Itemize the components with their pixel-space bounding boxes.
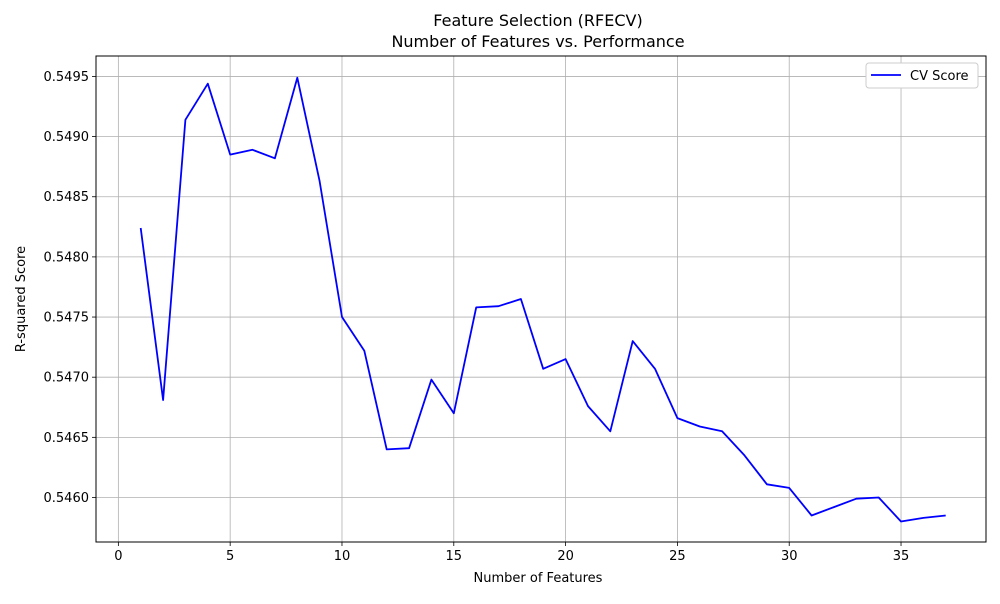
- chart-title: Feature Selection (RFECV): [433, 11, 642, 30]
- y-tick-label: 0.5485: [44, 190, 90, 205]
- chart-subtitle: Number of Features vs. Performance: [391, 32, 684, 51]
- y-axis-label: R-squared Score: [14, 246, 29, 352]
- y-tick-label: 0.5480: [44, 250, 90, 265]
- y-tick-label: 0.5465: [44, 431, 90, 446]
- legend-label: CV Score: [910, 69, 969, 84]
- y-tick-label: 0.5495: [44, 70, 90, 85]
- y-tick-label: 0.5470: [44, 371, 90, 386]
- series-layer: [139, 76, 946, 523]
- x-tick-label: 35: [893, 549, 910, 564]
- legend-box: [865, 62, 979, 89]
- y-axis-ticks: 0.5460 0.5465 0.5470 0.5475 0.5480 0.5485 0.54…: [44, 70, 96, 506]
- series-line-cv-score: [139, 76, 946, 523]
- x-axis-label: Number of Features: [474, 571, 603, 586]
- x-tick-label: 30: [781, 549, 798, 564]
- grid-lines: [96, 56, 986, 542]
- x-tick-label: 25: [669, 549, 686, 564]
- y-tick-label: 0.5490: [44, 130, 90, 145]
- plot-frame: [95, 55, 987, 543]
- x-tick-label: 0: [114, 549, 122, 564]
- x-axis-ticks: 0 5 10 15 20 25 30 35: [114, 542, 909, 564]
- y-tick-label: 0.5460: [44, 491, 90, 506]
- x-tick-label: 10: [334, 549, 351, 564]
- x-tick-label: 20: [557, 549, 574, 564]
- legend: CV Score: [865, 62, 979, 89]
- x-tick-label: 15: [446, 549, 463, 564]
- x-tick-label: 5: [226, 549, 234, 564]
- y-tick-label: 0.5475: [44, 311, 90, 326]
